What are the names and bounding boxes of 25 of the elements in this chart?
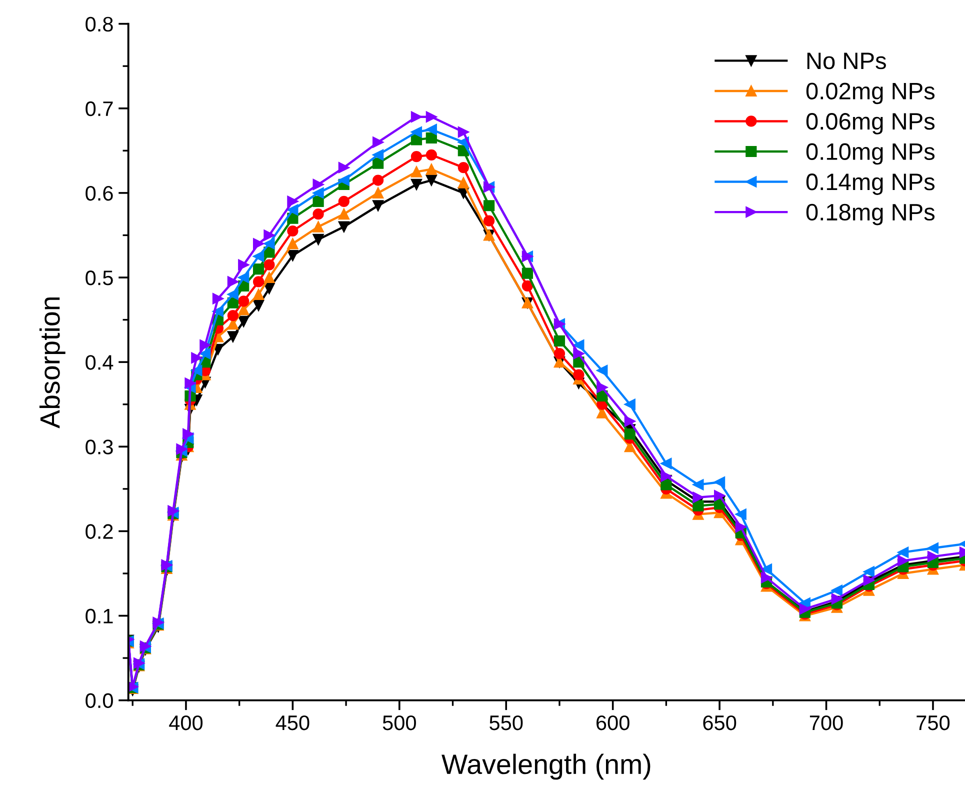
y-tick-label: 0.1 (86, 608, 113, 624)
x-tick-label: 650 (703, 715, 736, 730)
y-tick-label: 0.7 (86, 101, 113, 116)
legend-label: 0.14mg NPs (806, 174, 935, 195)
legend-label: 0.02mg NPs (806, 82, 935, 104)
x-tick-label: 500 (382, 715, 416, 730)
y-tick-label: 0.5 (86, 270, 113, 286)
y-axis-title: Absorption (39, 297, 66, 428)
x-tick-label: 400 (169, 715, 203, 730)
x-tick-label: 750 (916, 715, 950, 730)
y-tick-label: 0.4 (86, 355, 114, 370)
legend-label: 0.10mg NPs (806, 143, 935, 165)
y-tick-label: 0.0 (86, 693, 113, 708)
x-axis-title: Wavelength (nm) (442, 754, 650, 780)
legend-label: 0.18mg NPs (806, 204, 935, 226)
y-tick-label: 0.2 (86, 524, 113, 539)
x-tick-label: 700 (810, 715, 843, 730)
y-tick-label: 0.8 (86, 16, 113, 32)
y-tick-label: 0.3 (86, 440, 113, 454)
x-tick-label: 450 (276, 715, 310, 730)
legend-label: 0.06mg NPs (806, 113, 935, 134)
x-tick-label: 550 (490, 715, 523, 730)
x-tick-label: 600 (596, 715, 630, 730)
y-tick-label: 0.6 (86, 186, 113, 201)
legend-label: No NPs (807, 52, 886, 70)
